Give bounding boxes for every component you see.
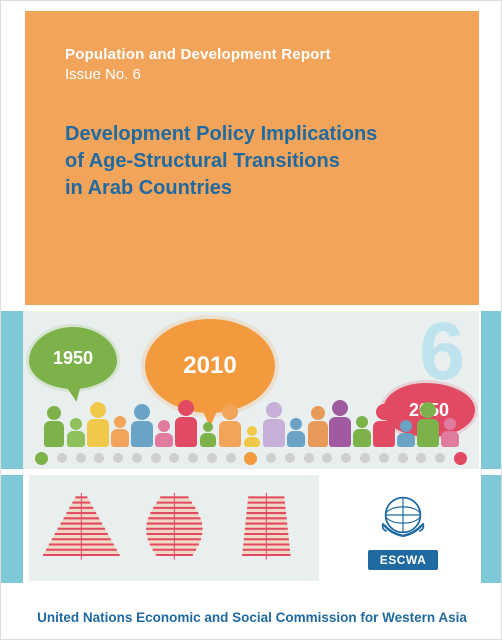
- timeline-dot: [304, 453, 314, 463]
- timeline-dot: [398, 453, 408, 463]
- person-icon: [44, 406, 64, 447]
- un-emblem-icon: [374, 486, 432, 544]
- timeline-marker: [35, 452, 48, 465]
- timeline-dot: [169, 453, 179, 463]
- timeline-dots: [35, 451, 467, 465]
- person-icon: [110, 416, 130, 447]
- pyramid-2050: [226, 485, 307, 573]
- decor-cyan-right-low: [479, 473, 501, 583]
- person-icon: [396, 420, 416, 447]
- person-icon: [440, 418, 460, 447]
- person-icon: [88, 402, 108, 447]
- decor-cyan-right-mid: [479, 311, 501, 469]
- person-icon: [286, 418, 306, 447]
- header-panel: Population and Development Report Issue …: [23, 11, 481, 307]
- year-bubble-1950: 1950: [29, 327, 117, 389]
- person-icon: [264, 402, 284, 447]
- timeline-dot: [94, 453, 104, 463]
- timeline-marker: [244, 452, 257, 465]
- timeline-dot: [379, 453, 389, 463]
- person-icon: [220, 404, 240, 447]
- person-icon: [66, 418, 86, 447]
- timeline-dot: [435, 453, 445, 463]
- timeline-dot: [132, 453, 142, 463]
- escwa-label: ESCWA: [368, 550, 439, 570]
- person-icon: [352, 416, 372, 447]
- timeline-dot: [76, 453, 86, 463]
- timeline-marker: [454, 452, 467, 465]
- series-block: Population and Development Report Issue …: [65, 45, 331, 86]
- pyramid-1950: [41, 485, 122, 573]
- series-title: Population and Development Report: [65, 45, 331, 65]
- timeline-dot: [188, 453, 198, 463]
- person-icon: [308, 406, 328, 447]
- person-icon: [132, 404, 152, 447]
- title-line-1: Development Policy Implications: [65, 121, 377, 148]
- report-title: Development Policy Implications of Age-S…: [65, 121, 377, 202]
- person-icon: [330, 400, 350, 447]
- report-cover: Population and Development Report Issue …: [0, 0, 502, 640]
- timeline-dot: [57, 453, 67, 463]
- timeline-dot: [226, 453, 236, 463]
- person-icon: [198, 422, 218, 447]
- decor-cyan-left-low: [1, 473, 23, 583]
- person-icon: [374, 404, 394, 447]
- timeline-dot: [416, 453, 426, 463]
- title-line-2: of Age-Structural Transitions: [65, 148, 377, 175]
- timeline-dot: [151, 453, 161, 463]
- decor-cyan-left-mid: [1, 311, 23, 469]
- timeline-dot: [207, 453, 217, 463]
- title-line-3: in Arab Countries: [65, 175, 377, 202]
- person-icon: [418, 402, 438, 447]
- escwa-logo-box: ESCWA: [325, 473, 481, 583]
- person-icon: [176, 400, 196, 447]
- series-issue: Issue No. 6: [65, 65, 331, 85]
- person-icon: [154, 420, 174, 447]
- timeline-dot: [266, 453, 276, 463]
- population-pyramids: [27, 473, 321, 583]
- person-icon: [242, 426, 262, 447]
- people-silhouettes: [31, 395, 473, 447]
- timeline-dot: [285, 453, 295, 463]
- timeline-dot: [322, 453, 332, 463]
- timeline-dot: [360, 453, 370, 463]
- footer-org-name: United Nations Economic and Social Commi…: [1, 610, 502, 625]
- timeline-dot: [113, 453, 123, 463]
- pyramid-2010: [134, 485, 215, 573]
- timeline-dot: [341, 453, 351, 463]
